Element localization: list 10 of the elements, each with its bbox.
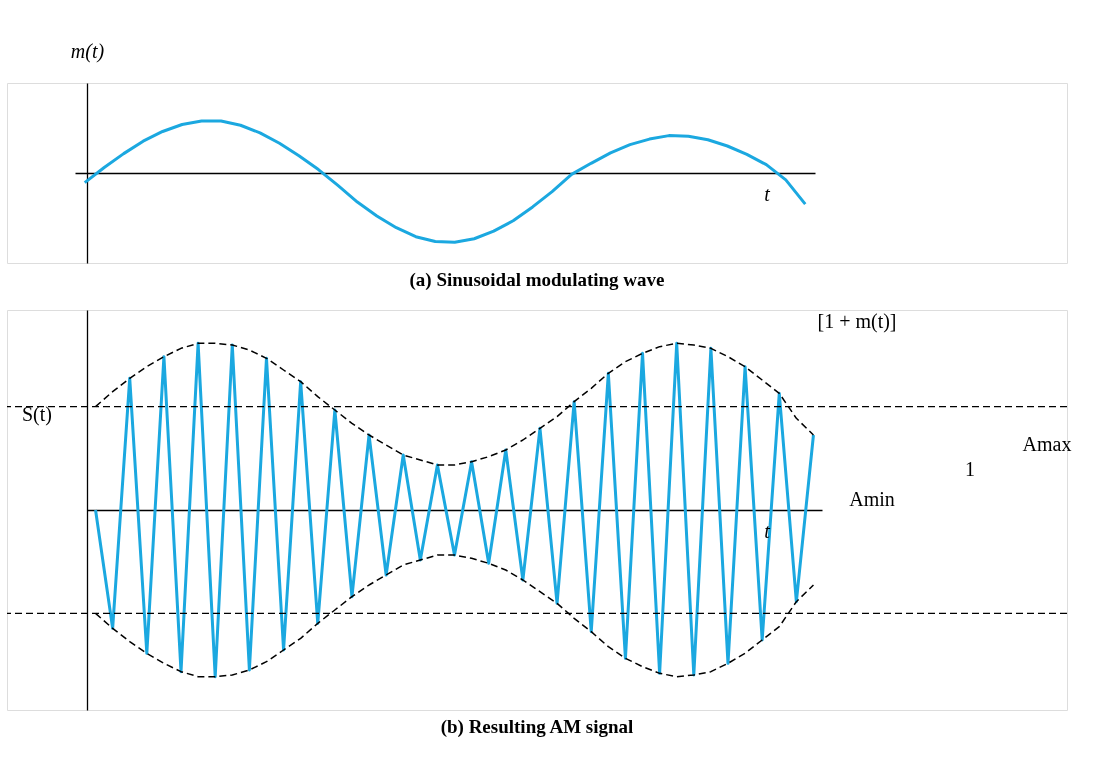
text: (b) Resulting AM signal bbox=[440, 716, 634, 738]
text: S(t) bbox=[22, 403, 52, 426]
x-axis-title: t bbox=[764, 520, 771, 542]
text: (a) Sinusoidal modulating wave bbox=[409, 269, 665, 291]
text: 1 bbox=[965, 458, 975, 480]
x-axis-title: t bbox=[764, 183, 771, 205]
text: Amin bbox=[849, 488, 895, 510]
y-axis-title: m(t) bbox=[70, 39, 105, 63]
text: Amax bbox=[1022, 433, 1072, 455]
text: [1 + m(t)] bbox=[817, 310, 897, 333]
